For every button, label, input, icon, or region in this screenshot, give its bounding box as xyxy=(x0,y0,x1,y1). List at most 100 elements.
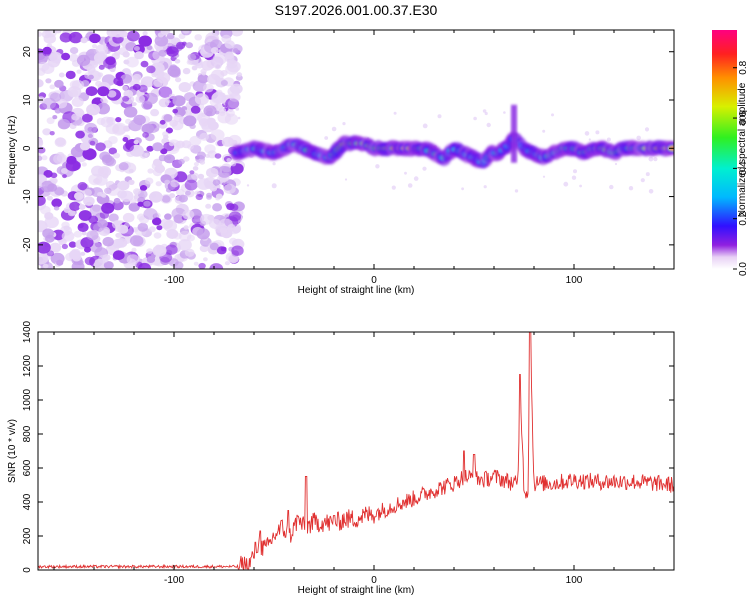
ridge-spike xyxy=(511,104,517,163)
noise-blob xyxy=(220,246,227,252)
noise-blob xyxy=(170,179,180,188)
colorbar-tick-label: 0.2 xyxy=(738,211,749,225)
noise-blob xyxy=(51,198,63,208)
noise-blob xyxy=(77,182,88,191)
noise-blob xyxy=(156,225,163,231)
noise-blob xyxy=(76,69,82,74)
noise-blob xyxy=(191,65,198,71)
noise-blob xyxy=(197,173,205,180)
noise-blob xyxy=(41,155,48,161)
noise-blob xyxy=(122,95,130,102)
faint-speckle xyxy=(422,166,427,171)
noise-blob xyxy=(54,79,64,88)
noise-blob xyxy=(150,108,160,117)
noise-blob xyxy=(190,105,201,114)
noise-blob xyxy=(196,62,204,69)
faint-speckle xyxy=(653,157,658,162)
noise-blob xyxy=(164,179,171,185)
noise-blob xyxy=(147,168,154,174)
faint-speckle xyxy=(235,107,240,111)
noise-blob xyxy=(61,168,68,174)
noise-blob xyxy=(199,160,206,165)
noise-blob xyxy=(122,142,134,152)
noise-blob xyxy=(112,122,127,135)
faint-speckle xyxy=(393,111,397,115)
noise-blob xyxy=(144,152,150,157)
noise-blob xyxy=(95,142,106,152)
noise-blob xyxy=(189,170,195,175)
noise-blob xyxy=(46,195,53,201)
faint-speckle xyxy=(595,130,600,135)
noise-blob xyxy=(138,35,152,47)
noise-blob xyxy=(191,172,199,180)
noise-blob xyxy=(206,167,219,178)
noise-blob xyxy=(175,140,185,149)
noise-blob xyxy=(133,46,140,51)
faint-speckle xyxy=(644,127,650,132)
noise-blob xyxy=(74,192,84,201)
snr-ytick-label: 200 xyxy=(22,527,33,544)
noise-blob xyxy=(211,91,227,104)
noise-blob xyxy=(49,242,62,253)
noise-blob xyxy=(38,138,43,146)
noise-blob xyxy=(38,182,43,189)
noise-blob xyxy=(207,150,217,159)
noise-blob xyxy=(95,80,102,87)
noise-blob xyxy=(73,230,82,238)
noise-blob xyxy=(129,235,144,247)
noise-blob xyxy=(126,254,140,265)
noise-blob xyxy=(49,84,56,90)
noise-blob xyxy=(49,51,63,63)
noise-blob xyxy=(103,261,114,269)
noise-blob xyxy=(195,193,203,201)
noise-blob xyxy=(178,82,191,93)
noise-blob xyxy=(174,59,181,64)
faint-speckle xyxy=(484,111,488,116)
noise-blob xyxy=(182,209,195,220)
noise-blob xyxy=(213,53,227,65)
noise-blob xyxy=(221,136,234,147)
noise-blob xyxy=(84,122,98,134)
noise-blob xyxy=(84,256,96,266)
noise-blob xyxy=(85,86,98,97)
noise-blob xyxy=(224,261,230,266)
noise-blob xyxy=(132,73,142,82)
noise-blob xyxy=(81,162,87,167)
noise-blob xyxy=(229,203,239,211)
ridge-blobs xyxy=(230,131,674,169)
faint-speckle xyxy=(648,189,654,194)
noise-blob xyxy=(84,246,91,253)
noise-blob xyxy=(145,121,160,133)
noise-blob xyxy=(100,116,114,128)
noise-blob xyxy=(137,222,149,232)
noise-blob xyxy=(151,72,157,78)
noise-blob xyxy=(68,241,77,248)
noise-blob xyxy=(192,166,199,171)
noise-blob xyxy=(158,86,173,98)
faint-speckle xyxy=(614,162,618,166)
noise-blob xyxy=(122,137,129,142)
noise-blob xyxy=(93,178,100,185)
heatmap-frame xyxy=(37,29,675,270)
noise-blob xyxy=(97,51,108,60)
noise-blob xyxy=(78,204,86,210)
noise-blob xyxy=(184,248,195,257)
noise-blob xyxy=(61,231,75,242)
noise-blob xyxy=(228,98,240,109)
noise-blob xyxy=(203,83,214,93)
noise-blob xyxy=(182,67,191,75)
noise-blob xyxy=(63,207,71,214)
noise-blob xyxy=(183,225,189,230)
faint-speckle xyxy=(344,178,348,181)
noise-blob xyxy=(108,213,119,222)
noise-blob xyxy=(102,236,114,247)
colorbar: 0.0 0.2 0.4 0.6 0.8 Normalized spectral ampl… xyxy=(712,30,749,276)
noise-blob xyxy=(112,200,124,211)
noise-blob xyxy=(70,146,85,158)
faint-speckle xyxy=(331,126,337,132)
noise-blob xyxy=(105,56,116,66)
faint-speckle xyxy=(628,186,634,191)
